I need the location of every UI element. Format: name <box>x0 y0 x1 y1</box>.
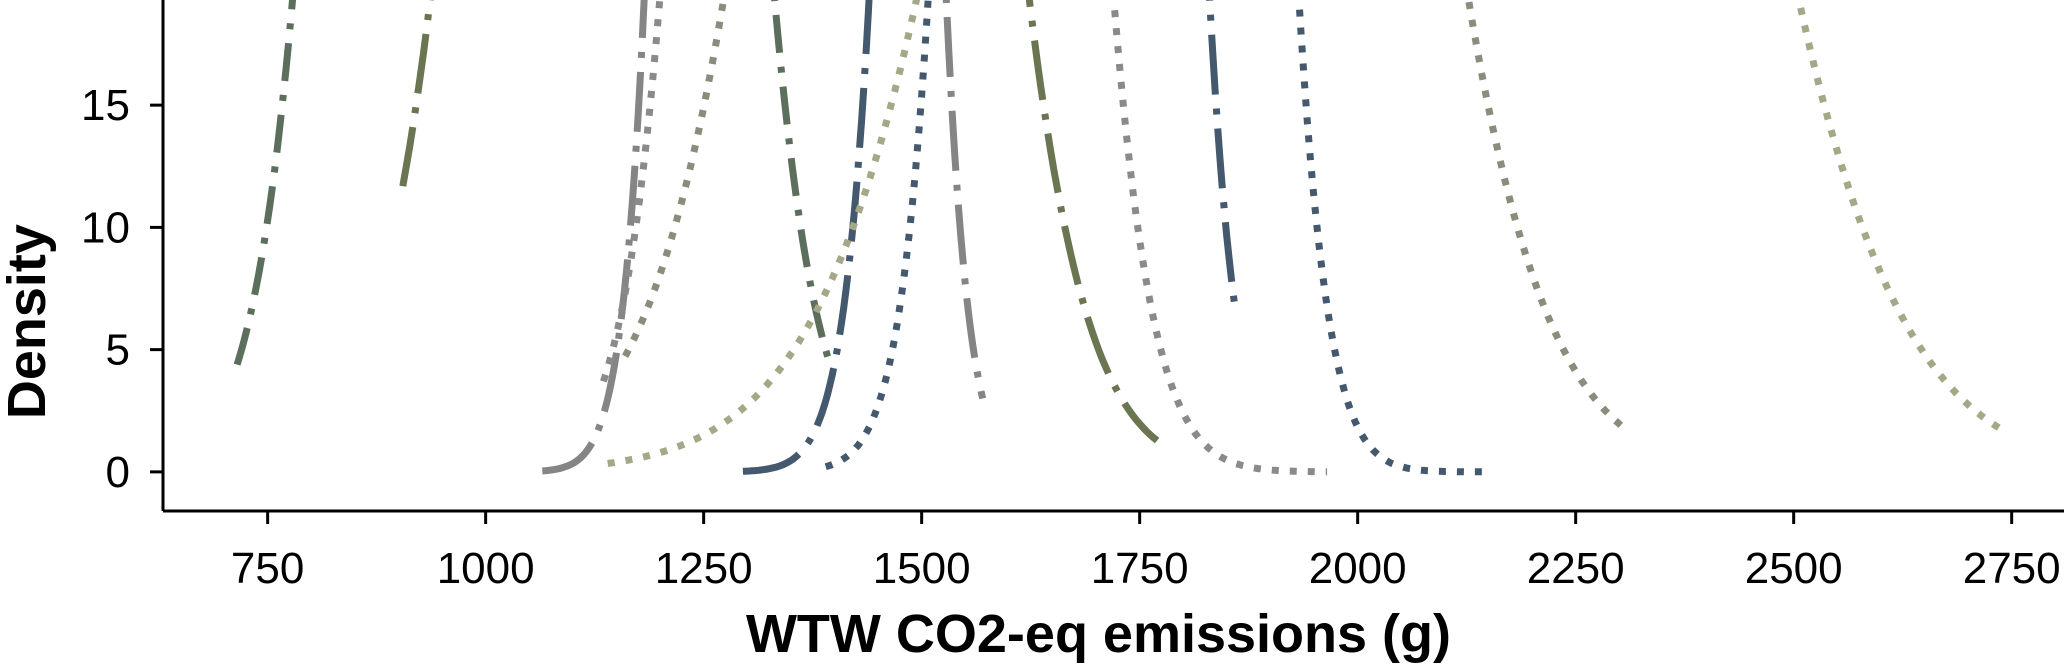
x-axis-ticks: 750 1000 1250 1500 1750 2000 2250 2500 2750 <box>231 511 2061 593</box>
density-curves <box>233 0 2010 476</box>
y-tick-label: 0 <box>106 448 130 497</box>
x-tick-label: 1750 <box>1091 544 1189 593</box>
x-tick-label: 2000 <box>1309 544 1407 593</box>
x-tick-label: 1000 <box>437 544 535 593</box>
x-tick-label: 2750 <box>1963 544 2061 593</box>
x-tick-label: 1250 <box>655 544 753 593</box>
x-tick-label: 750 <box>231 544 304 593</box>
density-curve-6 <box>622 0 1631 434</box>
density-curve-5 <box>742 0 1240 475</box>
y-tick-label: 5 <box>106 326 130 375</box>
x-tick-label: 1500 <box>873 544 971 593</box>
density-curve-7 <box>824 0 1485 476</box>
y-axis-title: Density <box>0 224 57 419</box>
density-curve-3 <box>542 0 987 475</box>
y-tick-label: 10 <box>81 203 130 252</box>
density-curve-1 <box>233 0 834 366</box>
y-axis-ticks: 0 5 10 15 <box>81 81 163 497</box>
x-tick-label: 2250 <box>1527 544 1625 593</box>
density-curve-4 <box>600 0 1328 476</box>
x-tick-label: 2500 <box>1745 544 1843 593</box>
density-curve-8 <box>607 0 2010 467</box>
x-axis-title: WTW CO2-eq emissions (g) <box>746 604 1451 664</box>
y-tick-label: 15 <box>81 81 130 130</box>
